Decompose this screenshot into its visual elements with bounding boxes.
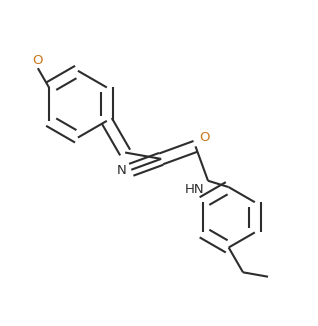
Text: O: O bbox=[199, 131, 210, 144]
Text: N: N bbox=[117, 164, 127, 177]
Text: O: O bbox=[33, 53, 43, 67]
Text: HN: HN bbox=[185, 183, 205, 196]
